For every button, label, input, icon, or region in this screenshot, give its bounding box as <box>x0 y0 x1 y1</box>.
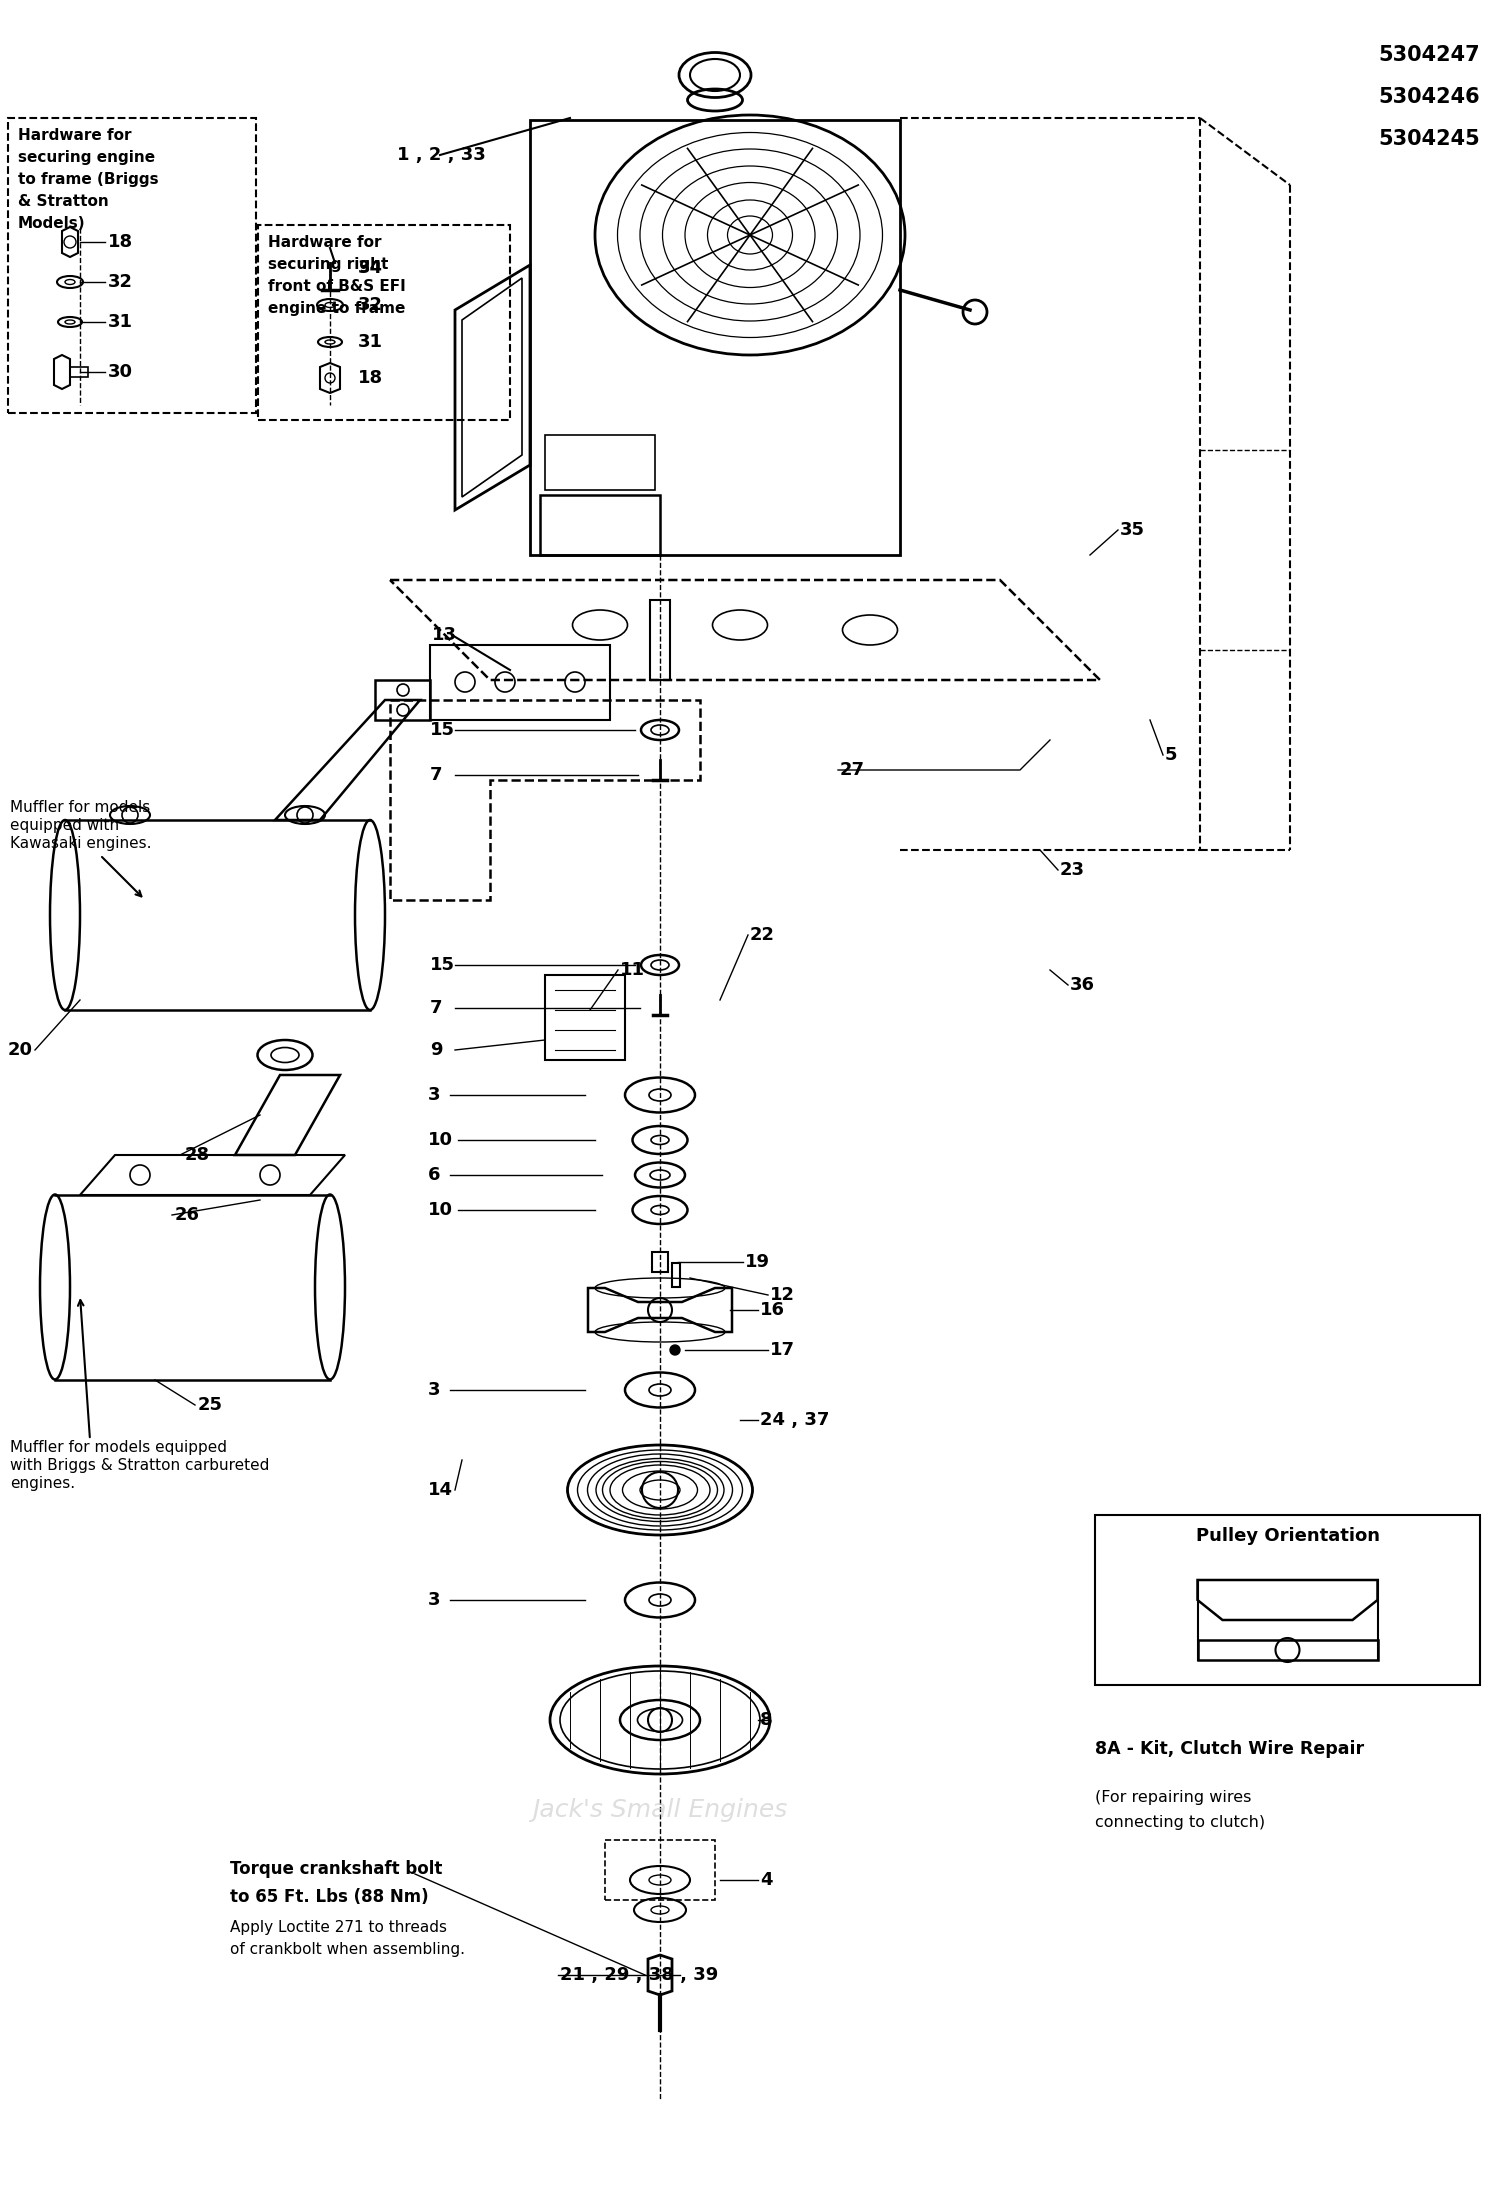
Text: Apply Loctite 271 to threads: Apply Loctite 271 to threads <box>230 1920 447 1935</box>
Text: 35: 35 <box>1120 521 1144 538</box>
Text: Muffler for models equipped: Muffler for models equipped <box>10 1439 226 1454</box>
Text: 11: 11 <box>620 960 645 980</box>
Bar <box>652 1251 668 1273</box>
Text: Pulley Orientation: Pulley Orientation <box>1196 1527 1380 1544</box>
Text: 25: 25 <box>198 1395 223 1415</box>
Text: engines.: engines. <box>10 1476 75 1492</box>
Text: 30: 30 <box>108 363 134 381</box>
Text: & Stratton: & Stratton <box>18 195 108 210</box>
Text: 10: 10 <box>427 1201 453 1218</box>
Text: 7: 7 <box>430 999 442 1017</box>
Text: 17: 17 <box>770 1341 795 1358</box>
Text: 22: 22 <box>750 925 776 945</box>
Text: 18: 18 <box>108 234 134 252</box>
Circle shape <box>670 1345 680 1356</box>
Text: 21 , 29 , 38 , 39: 21 , 29 , 38 , 39 <box>560 1966 718 1984</box>
Text: to 65 Ft. Lbs (88 Nm): to 65 Ft. Lbs (88 Nm) <box>230 1887 429 1907</box>
Text: 1 , 2 , 33: 1 , 2 , 33 <box>398 147 486 164</box>
Text: 3: 3 <box>427 1380 441 1400</box>
Text: Hardware for: Hardware for <box>18 129 132 142</box>
Text: 4: 4 <box>760 1872 772 1890</box>
Text: 16: 16 <box>760 1301 784 1319</box>
Text: to frame (Briggs: to frame (Briggs <box>18 173 159 188</box>
Text: securing right: securing right <box>268 258 388 271</box>
Text: 9: 9 <box>430 1041 442 1059</box>
Bar <box>650 599 670 680</box>
Text: (For repairing wires: (For repairing wires <box>1095 1789 1251 1804</box>
Text: 5304245: 5304245 <box>1378 129 1480 149</box>
Text: front of B&S EFI: front of B&S EFI <box>268 280 405 293</box>
Text: 26: 26 <box>176 1205 200 1225</box>
Bar <box>672 1264 680 1286</box>
Text: 15: 15 <box>430 956 454 973</box>
Text: 12: 12 <box>770 1286 795 1303</box>
Text: 15: 15 <box>430 722 454 739</box>
Text: 36: 36 <box>1070 975 1095 995</box>
Bar <box>8 118 256 413</box>
Text: connecting to clutch): connecting to clutch) <box>1095 1815 1264 1831</box>
Bar <box>540 494 660 555</box>
Text: Models): Models) <box>18 217 86 232</box>
Bar <box>544 435 656 490</box>
Text: 19: 19 <box>746 1253 770 1271</box>
Text: equipped with: equipped with <box>10 818 118 833</box>
Text: 24 , 37: 24 , 37 <box>760 1411 830 1428</box>
Text: 23: 23 <box>1060 862 1084 879</box>
Text: securing engine: securing engine <box>18 151 154 164</box>
Text: Hardware for: Hardware for <box>268 234 381 249</box>
Text: 32: 32 <box>108 273 134 291</box>
Text: 13: 13 <box>432 625 457 643</box>
Text: 32: 32 <box>358 295 382 315</box>
Text: of crankbolt when assembling.: of crankbolt when assembling. <box>230 1942 465 1957</box>
Text: 8A - Kit, Clutch Wire Repair: 8A - Kit, Clutch Wire Repair <box>1095 1741 1364 1758</box>
Text: 7: 7 <box>430 765 442 783</box>
Text: 31: 31 <box>358 332 382 350</box>
Text: 3: 3 <box>427 1590 441 1610</box>
Text: 20: 20 <box>8 1041 33 1059</box>
Text: 28: 28 <box>184 1146 210 1163</box>
Bar <box>604 1839 715 1901</box>
Text: 8: 8 <box>760 1710 772 1730</box>
Text: 34: 34 <box>358 258 382 278</box>
Text: 3: 3 <box>427 1087 441 1104</box>
Text: Jack's Small Engines: Jack's Small Engines <box>532 1798 788 1822</box>
Text: Muffler for models: Muffler for models <box>10 800 150 816</box>
Text: 14: 14 <box>427 1481 453 1498</box>
Bar <box>258 225 510 420</box>
Text: with Briggs & Stratton carbureted: with Briggs & Stratton carbureted <box>10 1459 270 1474</box>
Bar <box>70 367 88 376</box>
Text: 5: 5 <box>1166 746 1178 763</box>
Text: engine to frame: engine to frame <box>268 302 405 315</box>
Text: 18: 18 <box>358 370 382 387</box>
Text: Torque crankshaft bolt: Torque crankshaft bolt <box>230 1859 442 1879</box>
Text: 5304247: 5304247 <box>1378 46 1480 66</box>
Bar <box>1095 1516 1480 1684</box>
Text: 31: 31 <box>108 313 134 330</box>
Text: 6: 6 <box>427 1166 441 1183</box>
Text: Kawasaki engines.: Kawasaki engines. <box>10 835 152 851</box>
Text: 10: 10 <box>427 1131 453 1148</box>
Text: 27: 27 <box>840 761 866 779</box>
Text: 5304246: 5304246 <box>1378 87 1480 107</box>
